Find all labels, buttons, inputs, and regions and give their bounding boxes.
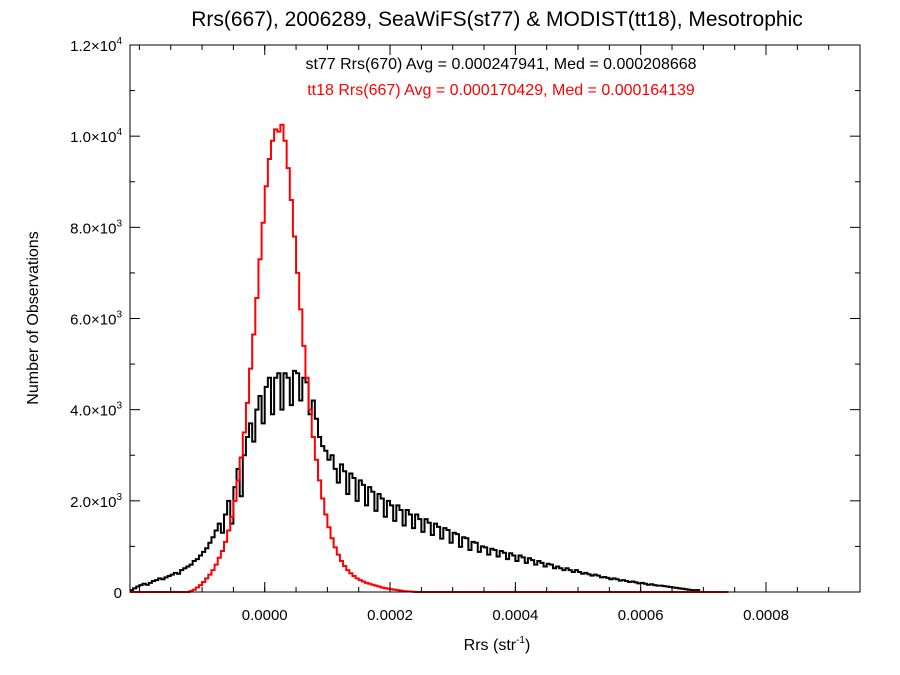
- chart-title: Rrs(667), 2006289, SeaWiFS(st77) & MODIS…: [191, 8, 803, 31]
- y-tick-label-5: 1.0×104: [70, 127, 122, 146]
- annotation-st77-stats: st77 Rrs(670) Avg = 0.000247941, Med = 0…: [305, 56, 696, 73]
- series-st77-histogram: [130, 369, 701, 592]
- x-tick-label-4: 0.0008: [743, 607, 789, 624]
- annotation-tt18-stats: tt18 Rrs(667) Avg = 0.000170429, Med = 0…: [307, 82, 695, 99]
- y-tick-label-6: 1.2×104: [70, 36, 122, 55]
- y-tick-label-2: 4.0×103: [70, 401, 122, 420]
- y-tick-label-1: 2.0×103: [70, 492, 122, 511]
- y-tick-label-4: 8.0×103: [70, 218, 122, 237]
- series-layer: [130, 123, 729, 593]
- x-tick-label-2: 0.0004: [492, 607, 538, 624]
- plot-frame: [129, 44, 861, 593]
- x-axis: 0.0000 0.0002 0.0004 0.0006 0.0008: [138, 45, 830, 624]
- x-axis-label: Rrs (str-1): [464, 635, 531, 654]
- x-axis-label-sup: -1: [516, 635, 525, 646]
- x-axis-label-suffix: ): [525, 637, 530, 654]
- y-tick-label-0: 0: [114, 585, 122, 602]
- x-tick-label-1: 0.0002: [367, 607, 413, 624]
- x-tick-label-3: 0.0006: [618, 607, 664, 624]
- y-axis: 0 2.0×103 4.0×103 6.0×103 8.0×103 1.0×104 1.2×…: [70, 36, 860, 602]
- x-tick-label-0: 0.0000: [242, 607, 288, 624]
- x-axis-label-main: Rrs (str: [464, 637, 517, 654]
- y-tick-label-3: 6.0×103: [70, 310, 122, 329]
- y-axis-label: Number of Observations: [25, 231, 42, 404]
